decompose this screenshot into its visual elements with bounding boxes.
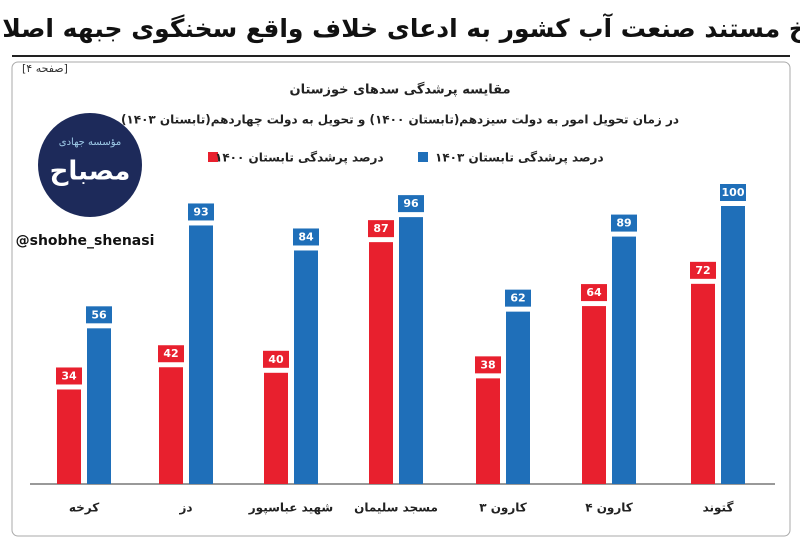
x-tick-label: کارون ۴ <box>585 501 633 516</box>
value-label: 84 <box>298 230 314 243</box>
value-label-box <box>188 203 214 221</box>
bar <box>399 217 423 484</box>
value-label-box <box>263 350 289 368</box>
value-label: 34 <box>61 369 77 382</box>
value-label-box <box>475 356 501 374</box>
x-tick-label: شهید عباسپور <box>248 501 333 516</box>
bar <box>691 283 715 484</box>
bar <box>87 328 111 484</box>
value-label-box <box>158 345 184 363</box>
logo-org: مؤسسه جهادی <box>59 137 121 148</box>
bar <box>57 389 81 484</box>
legend-label: درصد پرشدگی تابستان ۱۴۰۰ <box>215 151 384 165</box>
value-label: 96 <box>403 197 419 210</box>
x-tick-label: مسجد سلیمان <box>354 501 438 515</box>
value-label-box <box>690 261 716 279</box>
x-tick-label: کارون ۳ <box>479 501 527 516</box>
bar <box>264 372 288 484</box>
value-label-box <box>368 220 394 238</box>
x-tick-label: کرخه <box>69 501 99 515</box>
bar <box>612 236 636 484</box>
value-label: 72 <box>695 264 710 277</box>
frame <box>11 61 791 537</box>
value-label: 93 <box>193 205 208 218</box>
chart-subtitle: در زمان تحویل امور به دولت سیزدهم(تابستا… <box>121 113 679 128</box>
value-label: 62 <box>510 292 525 305</box>
value-label-box <box>505 289 531 307</box>
value-label-box <box>398 195 424 213</box>
bar <box>159 367 183 484</box>
x-tick-label: دز <box>178 501 192 515</box>
value-label: 56 <box>91 308 107 321</box>
handle: @shobhe_shenasi <box>16 233 155 249</box>
bar <box>721 206 745 484</box>
bar <box>189 225 213 484</box>
value-label-box <box>56 367 82 385</box>
value-label-box <box>293 228 319 246</box>
headline: پاسخ مستند صنعت آب کشور به ادعای خلاف وا… <box>0 13 800 44</box>
x-tick-label: گتوند <box>703 501 734 516</box>
legend-label: درصد پرشدگی تابستان ۱۴۰۳ <box>435 151 604 165</box>
value-label-box <box>581 284 607 302</box>
value-label: 87 <box>373 222 388 235</box>
legend-swatch <box>208 152 218 162</box>
value-label: 64 <box>586 286 602 299</box>
logo <box>38 113 142 217</box>
bar <box>476 378 500 484</box>
value-label: 38 <box>480 358 495 371</box>
bar <box>369 242 393 484</box>
chart-title: مقایسه پرشدگی سدهای خوزستان <box>289 82 510 98</box>
bar <box>582 306 606 484</box>
value-label-box <box>611 214 637 232</box>
bar <box>294 250 318 484</box>
value-label: 42 <box>163 347 178 360</box>
logo-name: مصباح <box>50 157 131 187</box>
bar <box>506 311 530 484</box>
value-label: 40 <box>268 353 284 366</box>
value-label: 100 <box>722 186 745 199</box>
value-label-box <box>720 184 746 201</box>
value-label: 89 <box>616 217 631 230</box>
value-label-box <box>86 306 112 324</box>
legend-swatch <box>418 152 428 162</box>
page-number: [صفحه ۴] <box>22 62 68 75</box>
